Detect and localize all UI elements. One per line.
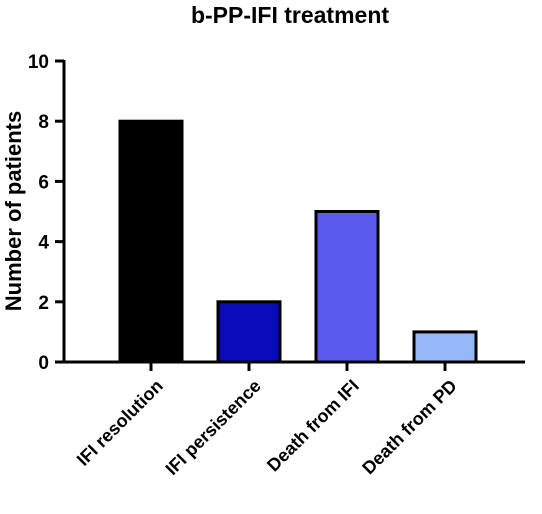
y-tick-label: 2	[38, 293, 49, 314]
x-category-label: IFI persistence	[162, 376, 265, 479]
y-tick-label: 10	[28, 52, 49, 73]
y-tick-label: 6	[38, 172, 49, 193]
y-tick-label: 4	[38, 233, 49, 254]
x-category-label: Death from PD	[358, 376, 461, 479]
bar	[118, 119, 184, 364]
y-tick-label: 0	[38, 353, 49, 374]
chart-title: b-PP-IFI treatment	[191, 2, 389, 28]
y-axis-label: Number of patients	[1, 111, 26, 311]
x-axis-ticks	[149, 362, 447, 371]
bars-group	[118, 119, 478, 364]
x-category-label: Death from IFI	[263, 376, 363, 476]
y-axis-ticks: 0 2 4 6 8 10	[28, 52, 64, 374]
bar	[314, 210, 380, 364]
bar	[216, 300, 282, 364]
bar	[412, 330, 478, 364]
x-category-label: IFI resolution	[73, 376, 167, 470]
y-tick-label: 8	[38, 112, 49, 133]
